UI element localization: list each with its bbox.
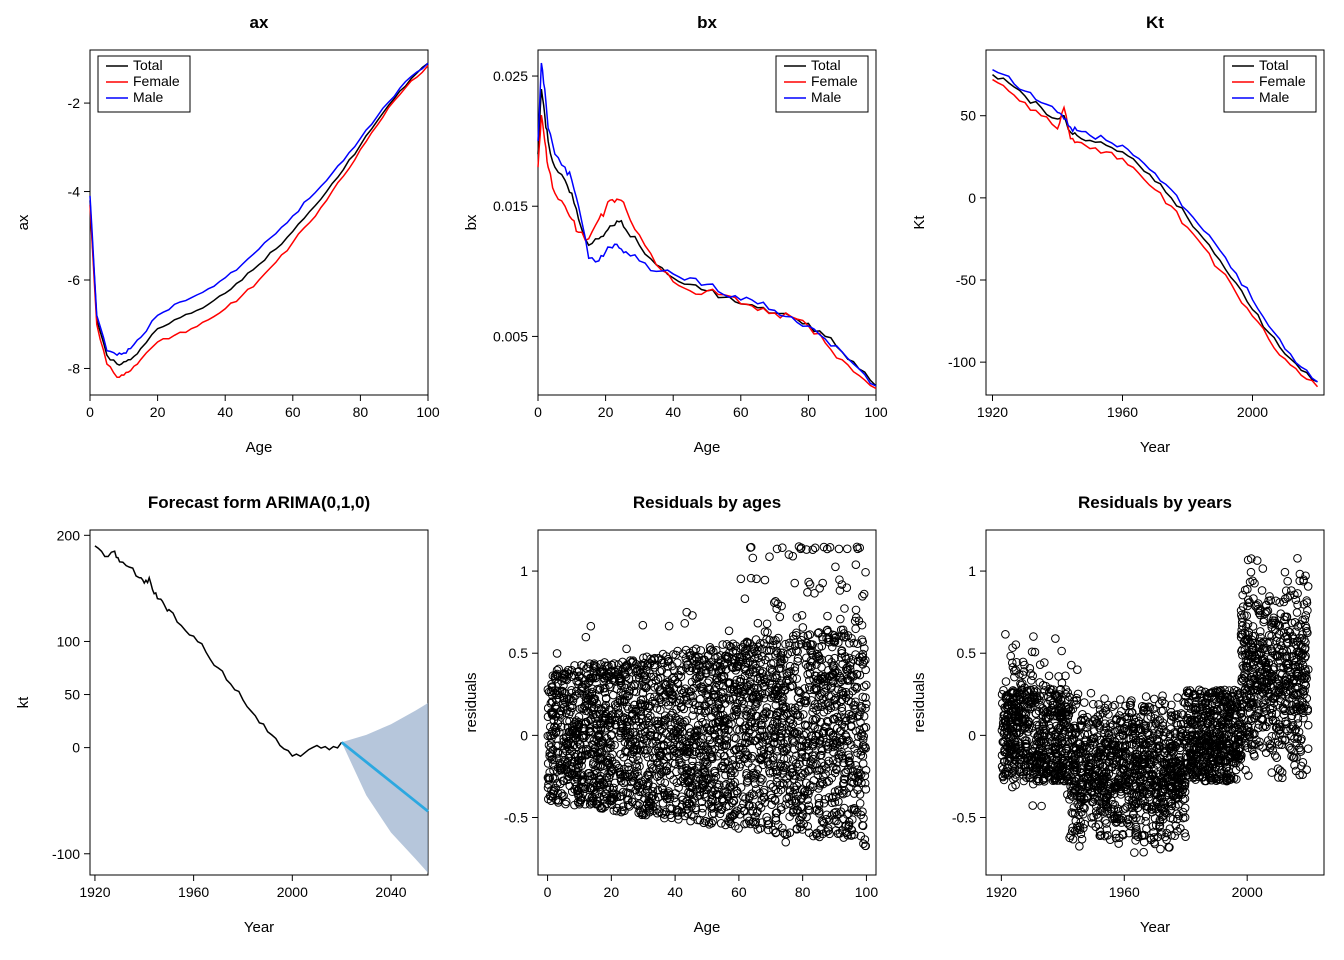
svg-text:Male: Male bbox=[133, 89, 164, 105]
svg-text:ax: ax bbox=[15, 214, 32, 230]
svg-text:2000: 2000 bbox=[277, 884, 308, 900]
panel-ax: ax 0 20 40 60 80 100 -8 -6 -4 -2 Age ax TotalFemaleMa… bbox=[0, 0, 448, 480]
svg-text:Female: Female bbox=[133, 73, 180, 89]
svg-text:0.005: 0.005 bbox=[493, 328, 528, 344]
svg-text:Kt: Kt bbox=[1146, 13, 1164, 32]
svg-text:Male: Male bbox=[811, 89, 842, 105]
svg-text:100: 100 bbox=[864, 404, 888, 420]
svg-text:Age: Age bbox=[694, 919, 721, 936]
svg-text:-4: -4 bbox=[68, 184, 81, 200]
svg-text:60: 60 bbox=[731, 884, 747, 900]
svg-text:20: 20 bbox=[150, 404, 166, 420]
svg-text:40: 40 bbox=[667, 884, 683, 900]
svg-text:Total: Total bbox=[811, 57, 841, 73]
panel-bx: bx 0 20 40 60 80 100 0.005 0.015 0.025 Age bx TotalF… bbox=[448, 0, 896, 480]
chart-grid: ax020406080100-8-6-4-2AgeaxTotalFemaleMa… bbox=[0, 0, 1344, 960]
svg-text:80: 80 bbox=[353, 404, 369, 420]
svg-text:-6: -6 bbox=[68, 272, 81, 288]
svg-text:0: 0 bbox=[534, 404, 542, 420]
svg-text:2000: 2000 bbox=[1232, 884, 1263, 900]
svg-text:1960: 1960 bbox=[178, 884, 209, 900]
svg-text:residuals: residuals bbox=[911, 672, 928, 732]
svg-text:Forecast form ARIMA(0,1,0): Forecast form ARIMA(0,1,0) bbox=[148, 493, 370, 512]
svg-text:40: 40 bbox=[665, 404, 681, 420]
svg-text:0.015: 0.015 bbox=[493, 198, 528, 214]
svg-text:Residuals by ages: Residuals by ages bbox=[633, 493, 781, 512]
svg-text:-0.5: -0.5 bbox=[504, 810, 528, 826]
svg-text:0.025: 0.025 bbox=[493, 68, 528, 84]
svg-text:80: 80 bbox=[801, 404, 817, 420]
svg-text:100: 100 bbox=[57, 633, 81, 649]
svg-text:-50: -50 bbox=[956, 272, 976, 288]
svg-text:Female: Female bbox=[811, 73, 858, 89]
svg-text:residuals: residuals bbox=[463, 672, 480, 732]
svg-text:20: 20 bbox=[598, 404, 614, 420]
svg-text:80: 80 bbox=[795, 884, 811, 900]
svg-text:-0.5: -0.5 bbox=[952, 810, 976, 826]
svg-text:0: 0 bbox=[968, 190, 976, 206]
svg-text:Year: Year bbox=[1140, 439, 1170, 456]
svg-text:Residuals by years: Residuals by years bbox=[1078, 493, 1232, 512]
svg-text:Kt: Kt bbox=[911, 215, 928, 230]
svg-text:Total: Total bbox=[1259, 57, 1289, 73]
panel-forecast: Forecast form ARIMA(0,1,0)19201960200020… bbox=[0, 480, 448, 960]
svg-text:-2: -2 bbox=[68, 95, 81, 111]
svg-text:Total: Total bbox=[133, 57, 163, 73]
svg-text:Age: Age bbox=[694, 439, 721, 456]
svg-text:0: 0 bbox=[86, 404, 94, 420]
svg-text:200: 200 bbox=[57, 527, 81, 543]
svg-text:1: 1 bbox=[520, 563, 528, 579]
svg-text:bx: bx bbox=[697, 13, 717, 32]
svg-text:-8: -8 bbox=[68, 360, 81, 376]
svg-text:2000: 2000 bbox=[1237, 404, 1268, 420]
panel-res-age: Residuals by ages 0 20 40 60 80 100 -0.5 0 0.5 1 Ag… bbox=[448, 480, 896, 960]
svg-text:kt: kt bbox=[15, 696, 32, 709]
svg-text:ax: ax bbox=[250, 13, 269, 32]
svg-text:20: 20 bbox=[604, 884, 620, 900]
svg-text:100: 100 bbox=[855, 884, 879, 900]
svg-text:1: 1 bbox=[968, 563, 976, 579]
panel-kt: Kt 1920 1960 2000 -100 -50 0 50 Year Kt TotalFemal… bbox=[896, 0, 1344, 480]
svg-text:0: 0 bbox=[520, 727, 528, 743]
svg-text:1920: 1920 bbox=[977, 404, 1008, 420]
svg-text:1960: 1960 bbox=[1107, 404, 1138, 420]
panel-res-year: Residuals by years 1920 1960 2000 -0.5 0 0.5 1 Y… bbox=[896, 480, 1344, 960]
svg-text:2040: 2040 bbox=[375, 884, 406, 900]
svg-text:Male: Male bbox=[1259, 89, 1290, 105]
svg-text:Year: Year bbox=[244, 919, 274, 936]
svg-text:50: 50 bbox=[64, 687, 80, 703]
svg-text:-100: -100 bbox=[52, 846, 80, 862]
svg-text:-100: -100 bbox=[948, 354, 976, 370]
svg-text:0: 0 bbox=[968, 727, 976, 743]
svg-text:Female: Female bbox=[1259, 73, 1306, 89]
svg-text:0: 0 bbox=[72, 740, 80, 756]
svg-text:1920: 1920 bbox=[79, 884, 110, 900]
svg-text:1920: 1920 bbox=[986, 884, 1017, 900]
svg-text:0.5: 0.5 bbox=[957, 645, 977, 661]
svg-text:0: 0 bbox=[544, 884, 552, 900]
svg-text:bx: bx bbox=[463, 214, 480, 230]
svg-text:60: 60 bbox=[733, 404, 749, 420]
svg-text:40: 40 bbox=[217, 404, 233, 420]
svg-text:100: 100 bbox=[416, 404, 440, 420]
svg-text:Age: Age bbox=[246, 439, 273, 456]
svg-text:50: 50 bbox=[960, 108, 976, 124]
svg-text:60: 60 bbox=[285, 404, 301, 420]
svg-text:Year: Year bbox=[1140, 919, 1170, 936]
svg-text:0.5: 0.5 bbox=[509, 645, 529, 661]
svg-text:1960: 1960 bbox=[1109, 884, 1140, 900]
